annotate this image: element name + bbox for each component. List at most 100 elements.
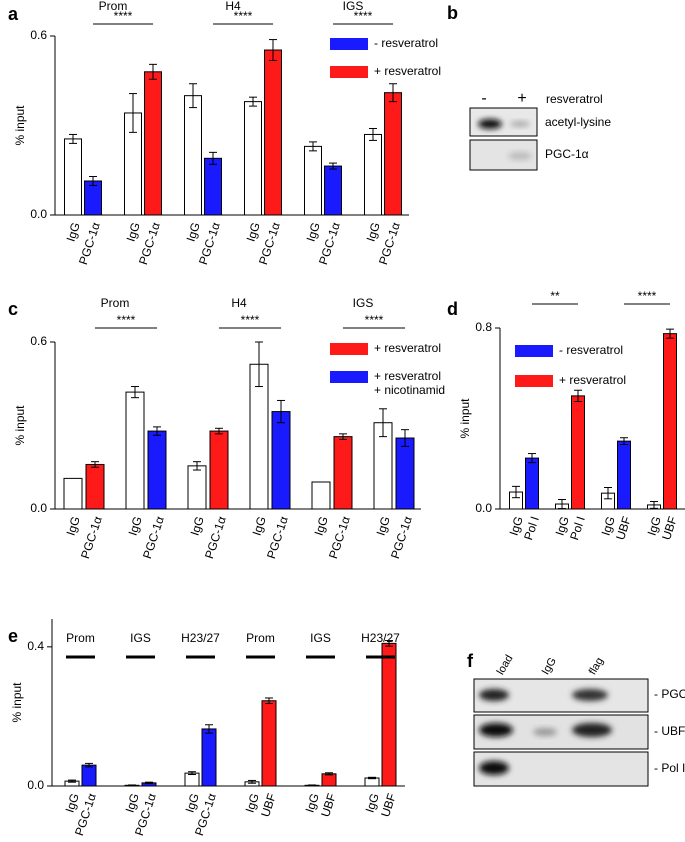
x-tick-label: IgG	[64, 221, 83, 244]
group-label: H4	[225, 0, 241, 13]
error-bar	[512, 485, 520, 499]
bar	[617, 440, 631, 510]
x-tick-label: PGC-1α	[202, 515, 229, 561]
error-bar	[604, 487, 612, 500]
bar	[364, 133, 382, 216]
significance: ****	[117, 313, 136, 327]
error-bar	[145, 781, 153, 785]
error-bar	[379, 408, 387, 438]
error-bar	[91, 461, 99, 468]
error-bar	[153, 426, 161, 436]
bar	[184, 772, 200, 787]
bar	[144, 71, 162, 216]
error-bar	[129, 93, 137, 133]
x-tick-label: IgG	[126, 515, 145, 538]
y-tick-label: 0.6	[30, 334, 47, 348]
error-bar	[329, 162, 337, 170]
error-bar	[188, 771, 196, 776]
error-bar	[249, 96, 257, 107]
group-label: Prom	[246, 631, 275, 645]
x-tick-label: PGC-1α	[140, 515, 167, 561]
y-tick-label: 0.0	[30, 501, 47, 515]
group-label: Prom	[101, 296, 130, 310]
legend-swatch	[330, 343, 368, 355]
error-bar	[574, 389, 582, 403]
bar	[204, 157, 222, 216]
x-tick-label: UBF	[378, 792, 399, 819]
y-axis-label: % input	[458, 398, 472, 439]
y-tick-label: 0.8	[475, 320, 492, 334]
x-tick-label: IgG	[124, 221, 143, 244]
row-label: acetyl-lysine	[545, 115, 611, 129]
y-axis-label: % input	[13, 105, 27, 146]
legend-label-line: + nicotinamid	[374, 383, 445, 397]
significance: **	[550, 289, 560, 303]
band	[572, 689, 608, 701]
error-bar	[368, 776, 376, 780]
error-bar	[385, 640, 393, 647]
x-tick-label: IgG	[64, 515, 83, 538]
legend-label: - resveratrol	[559, 343, 623, 357]
panel-letter: c	[8, 299, 18, 319]
x-tick-label: IgG	[363, 792, 382, 815]
error-bar	[389, 83, 397, 103]
panel-letter: d	[447, 299, 458, 319]
significance: ****	[234, 9, 253, 23]
error-bar	[269, 39, 277, 61]
x-tick-label: IgG	[553, 515, 572, 538]
y-tick-label: 0.0	[30, 207, 47, 221]
y-axis-label: % input	[13, 405, 27, 446]
bar	[333, 436, 353, 510]
error-bar	[666, 328, 674, 339]
error-bar	[325, 772, 333, 776]
significance: ****	[638, 289, 657, 303]
legend-swatch	[515, 345, 553, 357]
x-tick-label: PGC-1α	[78, 515, 105, 561]
error-bar	[558, 498, 566, 510]
column-label: +	[517, 90, 526, 107]
band	[510, 121, 530, 127]
error-bar	[209, 151, 217, 165]
error-bar	[131, 386, 139, 399]
panel-letter: a	[8, 4, 19, 24]
bar	[324, 165, 342, 216]
bar	[311, 481, 331, 510]
error-bar	[255, 341, 263, 388]
bar	[304, 145, 322, 216]
band	[478, 119, 502, 129]
error-bar	[149, 63, 157, 80]
bar	[261, 700, 277, 787]
error-bar	[650, 501, 658, 509]
error-bar	[339, 433, 347, 440]
significance: ****	[354, 9, 373, 23]
treatment-label: resveratrol	[546, 92, 603, 106]
group-label: H4	[231, 296, 247, 310]
x-tick-label: IgG	[63, 792, 82, 815]
error-bar	[309, 141, 317, 152]
column-label: flag	[587, 656, 606, 677]
bar	[663, 333, 677, 510]
x-tick-label: IgG	[243, 792, 262, 815]
x-tick-label: IgG	[250, 515, 269, 538]
x-tick-label: IgG	[183, 792, 202, 815]
bar	[384, 92, 402, 216]
error-bar	[85, 762, 93, 768]
x-tick-label: IgG	[645, 515, 664, 538]
column-label: -	[481, 90, 486, 107]
bar	[125, 391, 145, 510]
bar	[85, 463, 105, 510]
band	[572, 723, 612, 737]
row-label: - UBF	[654, 724, 685, 738]
x-tick-label: IgG	[188, 515, 207, 538]
legend-swatch	[515, 375, 553, 387]
x-tick-label: UBF	[258, 792, 279, 819]
error-bar	[215, 427, 223, 435]
panel-letter: f	[467, 651, 474, 671]
band	[508, 152, 532, 160]
y-tick-label: 0.6	[30, 28, 47, 42]
bar	[184, 95, 202, 216]
